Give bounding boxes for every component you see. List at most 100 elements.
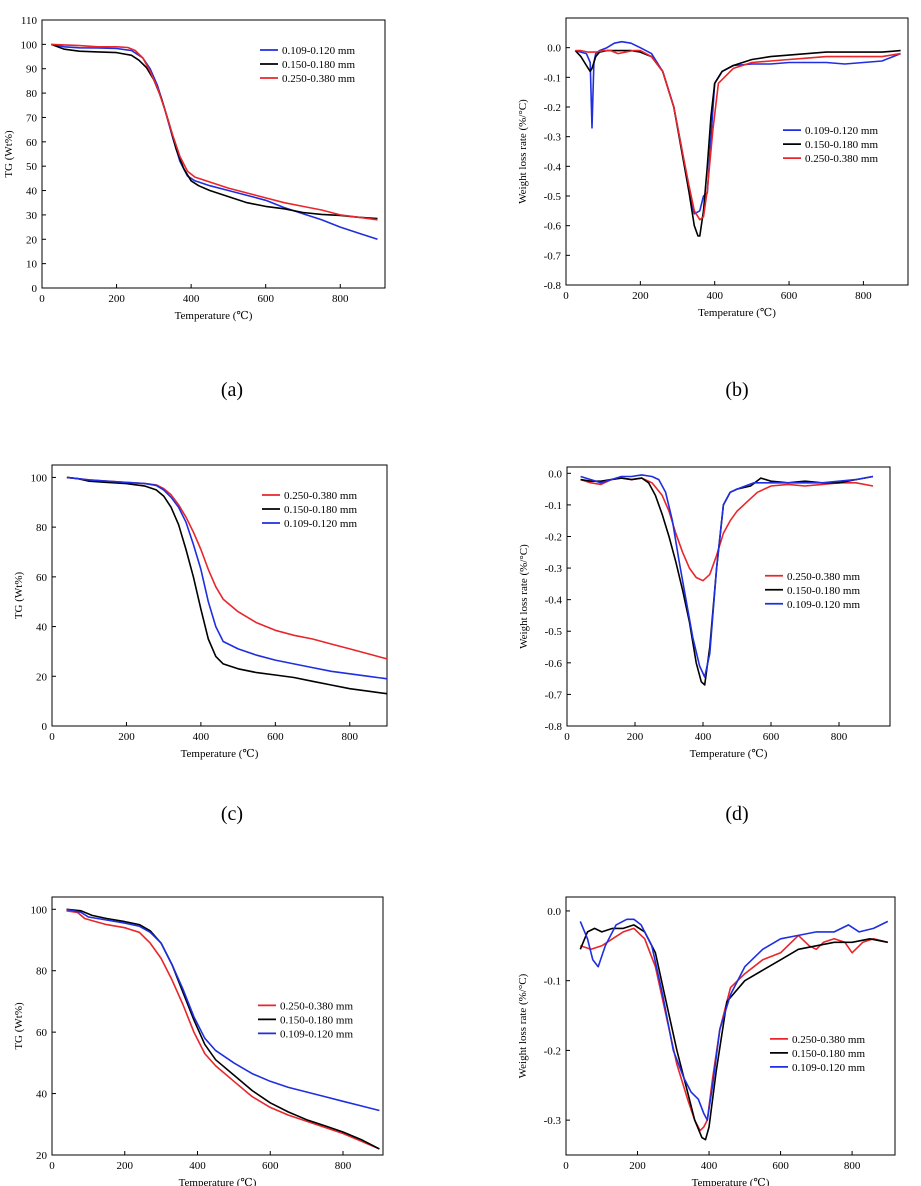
chart-b-ytick-label: -0.5 — [544, 191, 562, 203]
chart-d-xtick-label: 200 — [627, 731, 644, 743]
chart-d-xtick-label: 400 — [695, 731, 712, 743]
chart-e-ylabel: TG (Wt%) — [13, 1002, 25, 1050]
chart-b-xlabel: Temperature (℃) — [698, 307, 776, 319]
chart-c-series-line-2 — [66, 476, 388, 695]
chart-b-ytick-label: -0.2 — [544, 102, 561, 114]
chart-e-xtick-label: 800 — [335, 1160, 352, 1172]
chart-b-ytick-label: -0.7 — [544, 250, 562, 262]
chart-a-series-line-3 — [51, 43, 378, 221]
chart-c-legend-label: 0.150-0.180 mm — [284, 504, 357, 516]
chart-c-xtick-label: 200 — [118, 731, 135, 743]
chart-a-ytick-label: 110 — [21, 15, 38, 27]
chart-c-ytick-label: 100 — [31, 472, 48, 484]
chart-panel-f: 0 200 400 600 800 0.0 -0.1 -0.2 -0.3 Temperature … — [460, 885, 920, 1186]
chart-d-legend-label: 0.109-0.120 mm — [787, 599, 860, 611]
chart-a-xtick-label: 200 — [108, 293, 125, 305]
chart-f-series-line-1 — [580, 927, 888, 1132]
chart-d-ytick-label: -0.4 — [545, 595, 563, 607]
chart-e-legend-label: 0.109-0.120 mm — [280, 1028, 353, 1040]
chart-f-xtick-label: 0 — [563, 1160, 569, 1172]
chart-a-series-line-2 — [51, 43, 378, 220]
chart-b-series-line-2 — [574, 49, 901, 237]
chart-f-ytick-label: -0.2 — [544, 1045, 561, 1057]
chart-d-xlabel: Temperature (℃) — [690, 748, 768, 760]
chart-f-series-line-3 — [579, 918, 889, 1121]
chart-b-ytick-label: -0.1 — [544, 72, 561, 84]
chart-e-ytick-label: 40 — [36, 1089, 48, 1101]
chart-d-series-line-1 — [580, 477, 874, 582]
chart-c-legend-label: 0.250-0.380 mm — [284, 490, 357, 502]
chart-f-legend-label: 0.250-0.380 mm — [792, 1034, 865, 1046]
chart-b-xtick-label: 800 — [855, 290, 872, 302]
chart-a-ytick-label: 60 — [26, 137, 38, 149]
chart-f-xtick-label: 400 — [701, 1160, 718, 1172]
chart-c-xtick-label: 0 — [49, 731, 55, 743]
chart-f-xtick-label: 600 — [772, 1160, 789, 1172]
chart-a-xtick-label: 800 — [332, 293, 349, 305]
chart-c-xlabel: Temperature (℃) — [181, 748, 259, 760]
chart-d-ytick-label: -0.5 — [545, 626, 563, 638]
chart-d-ytick-label: -0.6 — [545, 658, 563, 670]
chart-panel-e: 0 200 400 600 800 20 40 60 80 100 Temperature (℃) T… — [0, 885, 400, 1186]
chart-f-ylabel: Weight loss rate (%/°C) — [517, 973, 529, 1078]
chart-a-svg: 0 200 400 600 800 0 10 20 30 40 50 60 70 80 90 100 110 Te… — [3, 15, 386, 322]
chart-d-legend-label: 0.150-0.180 mm — [787, 585, 860, 597]
caption-c: (c) — [220, 803, 244, 825]
chart-f-svg: 0 200 400 600 800 0.0 -0.1 -0.2 -0.3 Temperature … — [517, 896, 896, 1186]
chart-c-ytick-label: 40 — [36, 622, 48, 634]
chart-a-ytick-label: 90 — [26, 64, 38, 76]
chart-c-svg: 0 200 400 600 800 0 20 40 60 80 100 Temperature (℃)… — [13, 464, 388, 760]
chart-f-xlabel: Temperature (℃) — [692, 1177, 770, 1186]
chart-e-xtick-label: 400 — [189, 1160, 206, 1172]
chart-d-ytick-label: -0.1 — [545, 500, 562, 512]
chart-b-xtick-label: 600 — [781, 290, 798, 302]
chart-e-legend-label: 0.250-0.380 mm — [280, 1000, 353, 1012]
chart-a-legend-label: 0.150-0.180 mm — [282, 59, 355, 71]
chart-c-ytick-label: 60 — [36, 572, 48, 584]
chart-e-series-line-3 — [66, 908, 380, 1112]
chart-d-ytick-label: -0.7 — [545, 689, 563, 701]
chart-c-ytick-label: 80 — [36, 522, 48, 534]
chart-d-ytick-label: 0.0 — [548, 468, 562, 480]
chart-b-ytick-label: -0.3 — [544, 132, 562, 144]
chart-e-series-line-2 — [66, 908, 380, 1150]
chart-panel-a: 0 200 400 600 800 0 10 20 30 40 50 60 70 80 90 100 110 Te… — [0, 0, 400, 325]
chart-f-legend-label: 0.150-0.180 mm — [792, 1048, 865, 1060]
chart-e-xtick-label: 0 — [49, 1160, 55, 1172]
chart-c-legend-label: 0.109-0.120 mm — [284, 518, 357, 530]
chart-b-plot-frame — [565, 17, 909, 286]
chart-b-xtick-label: 400 — [706, 290, 723, 302]
chart-e-xtick-label: 600 — [262, 1160, 279, 1172]
chart-d-svg: 0 200 400 600 800 0.0 -0.1 -0.2 -0.3 -0.4 -0.5 -0.6… — [518, 466, 891, 760]
chart-d-xtick-label: 600 — [763, 731, 780, 743]
chart-e-xlabel: Temperature (℃) — [179, 1177, 257, 1186]
chart-e-series-line-1 — [66, 910, 380, 1150]
chart-e-ytick-label: 60 — [36, 1027, 48, 1039]
chart-a-xtick-label: 0 — [39, 293, 45, 305]
chart-e-xtick-label: 200 — [116, 1160, 133, 1172]
chart-b-ytick-label: -0.6 — [544, 221, 562, 233]
chart-c-ytick-label: 0 — [42, 721, 48, 733]
chart-e-svg: 0 200 400 600 800 20 40 60 80 100 Temperature (℃) T… — [13, 896, 384, 1186]
chart-b-legend-label: 0.150-0.180 mm — [805, 139, 878, 151]
chart-d-ytick-label: -0.3 — [545, 563, 563, 575]
caption-d: (d) — [725, 803, 749, 825]
chart-a-xtick-label: 400 — [183, 293, 200, 305]
chart-a-ylabel: TG (Wt%) — [3, 130, 15, 178]
caption-b: (b) — [725, 379, 749, 401]
chart-f-ytick-label: -0.1 — [544, 976, 561, 988]
chart-a-ytick-label: 80 — [26, 88, 38, 100]
chart-b-svg: 0 200 400 600 800 0.0 -0.1 -0.2 -0.3 -0.4 -0.5 -0.6… — [517, 17, 909, 319]
caption-a: (a) — [220, 379, 244, 401]
chart-c-xtick-label: 800 — [342, 731, 359, 743]
chart-d-xtick-label: 800 — [831, 731, 848, 743]
chart-d-ytick-label: -0.2 — [545, 531, 562, 543]
chart-e-ytick-label: 80 — [36, 966, 48, 978]
chart-d-legend-label: 0.250-0.380 mm — [787, 571, 860, 583]
chart-panel-b: 0 200 400 600 800 0.0 -0.1 -0.2 -0.3 -0.4 -0.5 -0.6… — [460, 0, 920, 325]
chart-a-legend-label: 0.250-0.380 mm — [282, 73, 355, 85]
chart-a-ytick-label: 20 — [26, 234, 38, 246]
chart-a-ytick-label: 40 — [26, 186, 38, 198]
chart-d-plot-frame — [566, 466, 891, 727]
chart-b-ytick-label: 0.0 — [547, 43, 561, 55]
